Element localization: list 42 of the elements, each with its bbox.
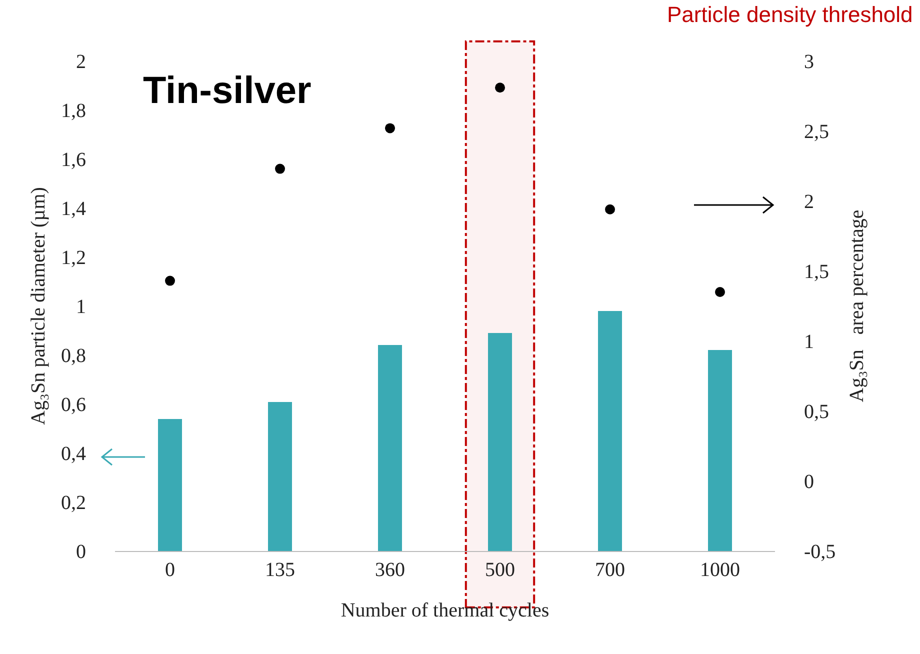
y2-tick-label: 1,5 <box>804 261 829 283</box>
point <box>385 123 395 134</box>
bar <box>708 350 732 551</box>
band-label: Particle density threshold <box>667 2 913 27</box>
y-tick-label: 0,2 <box>61 492 86 514</box>
y2-tick-label: 3 <box>804 51 814 73</box>
x-axis-title: Number of thermal cycles <box>340 600 550 622</box>
x-tick-label: 500 <box>485 559 515 581</box>
y-tick-label: 1,8 <box>61 100 86 122</box>
bar <box>158 419 182 551</box>
y2-tick-label: 0,5 <box>804 401 829 423</box>
annotation: Tin-silver <box>143 70 312 112</box>
point <box>715 287 725 297</box>
y-tick-label: 1,2 <box>61 247 86 269</box>
y2-tick-label: 2,5 <box>804 121 829 143</box>
y-tick-label: 0,6 <box>61 394 86 416</box>
y-tick-label: 0 <box>76 541 86 563</box>
bar <box>488 333 512 551</box>
x-tick-label: 360 <box>375 559 405 581</box>
y2-tick-label: 2 <box>804 191 814 213</box>
y-tick-label: 1,6 <box>61 149 86 171</box>
y-tick-label: 0,8 <box>61 345 86 367</box>
y-tick-label: 2 <box>76 51 86 73</box>
bar <box>378 345 402 551</box>
y-tick-label: 0,4 <box>61 443 86 465</box>
x-tick-label: 135 <box>265 559 295 581</box>
y-tick-label: 1,4 <box>61 198 86 220</box>
point <box>275 164 285 174</box>
y2-axis-title: Ag₃Sn area percentage <box>846 210 868 402</box>
point <box>165 276 175 286</box>
point <box>495 82 505 93</box>
bar <box>598 311 622 551</box>
point <box>605 204 615 214</box>
y-tick-label: 1 <box>76 296 86 318</box>
y2-tick-label: 1 <box>804 331 814 353</box>
x-tick-label: 1000 <box>700 559 740 581</box>
y-axis-title: Ag₃Sn particle diameter (µm) <box>28 187 50 425</box>
x-tick-label: 0 <box>165 559 175 581</box>
x-tick-label: 700 <box>595 559 625 581</box>
y2-tick-label: -0,5 <box>804 541 836 563</box>
y2-tick-label: 0 <box>804 471 814 493</box>
bar <box>268 402 292 551</box>
